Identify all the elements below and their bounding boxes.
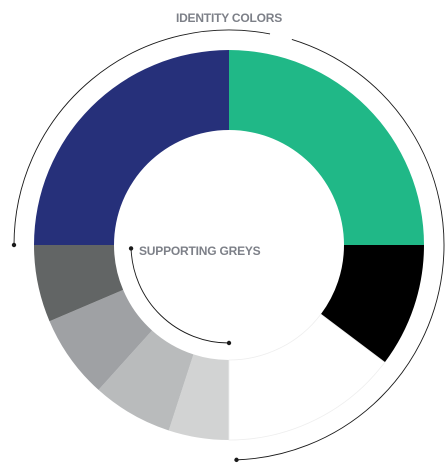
outer-bracket-arc-top xyxy=(13,29,271,246)
segment-white-outline xyxy=(228,313,386,441)
segment-white xyxy=(229,314,385,440)
segment-grey-mid xyxy=(49,289,153,390)
segment-grey-lightest xyxy=(168,354,229,440)
inner-bracket-start-dot xyxy=(128,246,134,251)
donut-segments xyxy=(34,50,424,441)
inner-bracket-arc xyxy=(130,248,230,344)
bracket-arcs xyxy=(11,29,445,463)
segment-identity-navy xyxy=(34,50,229,245)
inner-bracket-end-dot xyxy=(226,340,232,346)
segment-grey-dark xyxy=(34,245,124,322)
outer-bracket-arc-bottom xyxy=(236,38,445,461)
segment-grey-light xyxy=(98,330,194,431)
outer-bracket-start-dot xyxy=(11,242,17,248)
identity-colors-label: IDENTITY COLORS xyxy=(176,11,282,25)
segment-identity-green xyxy=(229,50,424,245)
outer-bracket-end-dot xyxy=(234,457,239,463)
segment-black xyxy=(320,245,424,363)
supporting-greys-label: SUPPORTING GREYS xyxy=(139,244,261,258)
